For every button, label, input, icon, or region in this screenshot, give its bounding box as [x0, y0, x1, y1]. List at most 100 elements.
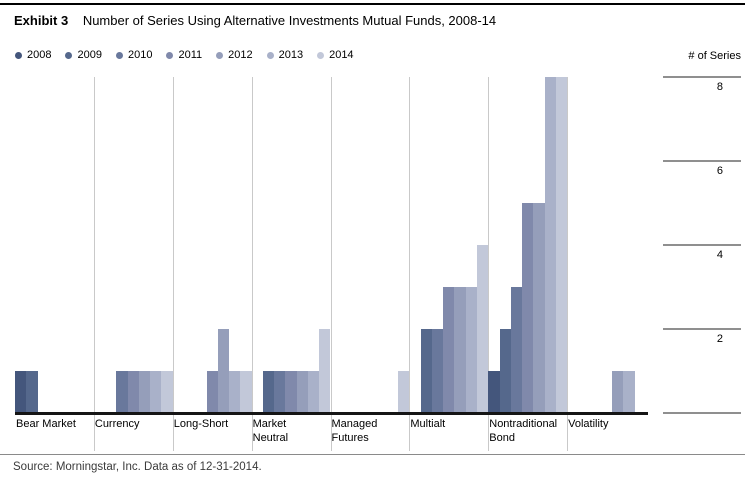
x-axis-category-label: Multialt: [410, 418, 445, 432]
y-tick-label: 8: [716, 81, 723, 93]
x-axis-category-label: Managed Futures: [332, 418, 378, 445]
legend-dot-icon: [115, 51, 123, 59]
bar-2010: [274, 371, 286, 413]
x-axis-category-label-line: Market: [252, 418, 287, 430]
category-gridline: [567, 77, 569, 413]
legend-item: 2013: [266, 49, 304, 61]
bar-2008: [488, 371, 500, 413]
category-gridline: [409, 77, 411, 413]
legend-item-label: 2008: [27, 49, 52, 61]
x-axis-category-label: Market Neutral: [253, 418, 288, 445]
bar-2010: [431, 329, 444, 413]
top-rule: [0, 3, 745, 5]
category-gridline: [93, 77, 95, 413]
legend-dot-icon: [266, 51, 274, 59]
bar-2011: [522, 203, 534, 413]
legend-dot-icon: [15, 51, 22, 59]
legend: 2008 2009 2010 2011 2012 2013 2014: [15, 49, 368, 61]
bar-2008: [15, 371, 27, 413]
x-axis-category-label-line: Managed: [331, 418, 378, 430]
legend-item-label: 2010: [127, 49, 153, 61]
bar-2012: [217, 329, 230, 413]
category-gridline: [330, 77, 332, 413]
bar-2010: [510, 287, 523, 413]
bar-2009: [26, 371, 38, 413]
x-axis-category-label-line: Long-Short: [173, 418, 229, 430]
x-axis-category-label-line: Nontraditional: [489, 418, 558, 430]
legend-dot-icon: [166, 51, 174, 59]
y-tick-line: [663, 76, 741, 78]
legend-item-label: 2011: [178, 49, 203, 61]
x-axis-category-label-line: Futures: [331, 431, 369, 444]
exhibit-label: Exhibit 3: [14, 13, 69, 28]
legend-item: 2011: [166, 49, 202, 61]
category-gridline: [172, 77, 174, 413]
y-tick-line: [663, 328, 741, 330]
bar-2010: [116, 371, 128, 413]
x-axis-separator: [488, 415, 490, 451]
bar-2009: [420, 329, 432, 413]
x-axis-category-label-line: Bear Market: [16, 418, 76, 430]
x-axis-category-label-line: Neutral: [252, 431, 289, 444]
bar-2013: [465, 287, 477, 413]
bar-2014: [161, 371, 173, 413]
x-axis-category-label: Nontraditional Bond: [489, 418, 557, 445]
y-tick-line: [663, 160, 741, 162]
x-axis-separator: [172, 415, 174, 451]
legend-item-label: 2014: [329, 49, 354, 61]
page-title: Number of Series Using Alternative Inves…: [82, 13, 497, 28]
y-axis-unit-label: # of Series: [688, 50, 741, 62]
bar-2014: [476, 245, 489, 413]
x-axis-category-label: Bear Market: [16, 418, 76, 432]
bar-2013: [229, 371, 241, 413]
legend-item-label: 2013: [278, 49, 304, 61]
x-axis-category-label-line: Volatility: [568, 418, 609, 430]
y-tick-label: 2: [716, 333, 723, 345]
bar-2014: [555, 77, 568, 413]
bar-2014: [398, 371, 410, 413]
bar-2014: [319, 329, 331, 413]
legend-item: 2010: [115, 49, 153, 61]
legend-dot-icon: [216, 51, 224, 59]
legend-item: 2009: [65, 49, 102, 61]
x-axis-category-label-line: Currency: [94, 418, 140, 430]
source-note: Source: Morningstar, Inc. Data as of 12-…: [13, 461, 262, 473]
x-axis-category-label: Volatility: [568, 418, 608, 432]
bar-2011: [443, 287, 455, 413]
category-gridline: [488, 77, 490, 413]
x-axis-separator: [93, 415, 95, 451]
bar-2013: [150, 371, 162, 413]
bar-2011: [285, 371, 297, 413]
y-tick-label: 6: [716, 165, 723, 177]
legend-item-label: 2009: [77, 49, 102, 61]
bar-2011: [127, 371, 139, 413]
x-axis-separator: [409, 415, 411, 451]
chart-header: Exhibit 3 Number of Series Using Alterna…: [14, 13, 496, 28]
bar-2009: [262, 371, 275, 413]
x-axis-category-label: Long-Short: [174, 418, 228, 432]
bottom-rule: [0, 454, 745, 455]
bar-2014: [240, 371, 252, 413]
x-axis-separator: [251, 415, 253, 451]
legend-item: 2012: [216, 49, 253, 61]
legend-dot-icon: [65, 51, 73, 59]
x-axis-line: [15, 412, 648, 415]
x-axis-category-label: Currency: [95, 418, 140, 432]
bar-2012: [612, 371, 624, 413]
legend-item: 2014: [317, 49, 354, 61]
bar-2012: [296, 371, 308, 413]
bar-2011: [206, 371, 218, 413]
bar-2009: [499, 329, 511, 413]
bar-2012: [138, 371, 151, 413]
x-axis-separator: [567, 415, 569, 451]
y-tick-line: [663, 244, 741, 246]
bar-2013: [307, 371, 320, 413]
legend-dot-icon: [317, 51, 325, 59]
y-tick-label: 4: [716, 249, 723, 261]
bar-2013: [623, 371, 635, 413]
legend-item: 2008: [15, 49, 51, 61]
x-axis-category-label-line: Bond: [489, 431, 515, 444]
bar-2012: [454, 287, 466, 413]
x-axis-category-label-line: Multialt: [410, 418, 446, 430]
